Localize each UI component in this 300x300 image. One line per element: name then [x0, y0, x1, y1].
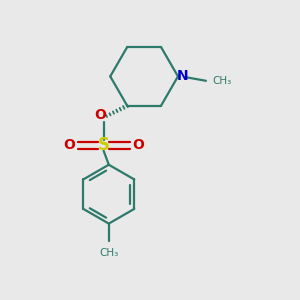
Text: S: S: [98, 136, 110, 154]
Text: CH₃: CH₃: [213, 76, 232, 86]
Text: O: O: [63, 139, 75, 152]
Text: CH₃: CH₃: [99, 248, 119, 258]
Text: O: O: [132, 139, 144, 152]
Text: O: O: [95, 107, 106, 122]
Text: N: N: [177, 69, 188, 83]
